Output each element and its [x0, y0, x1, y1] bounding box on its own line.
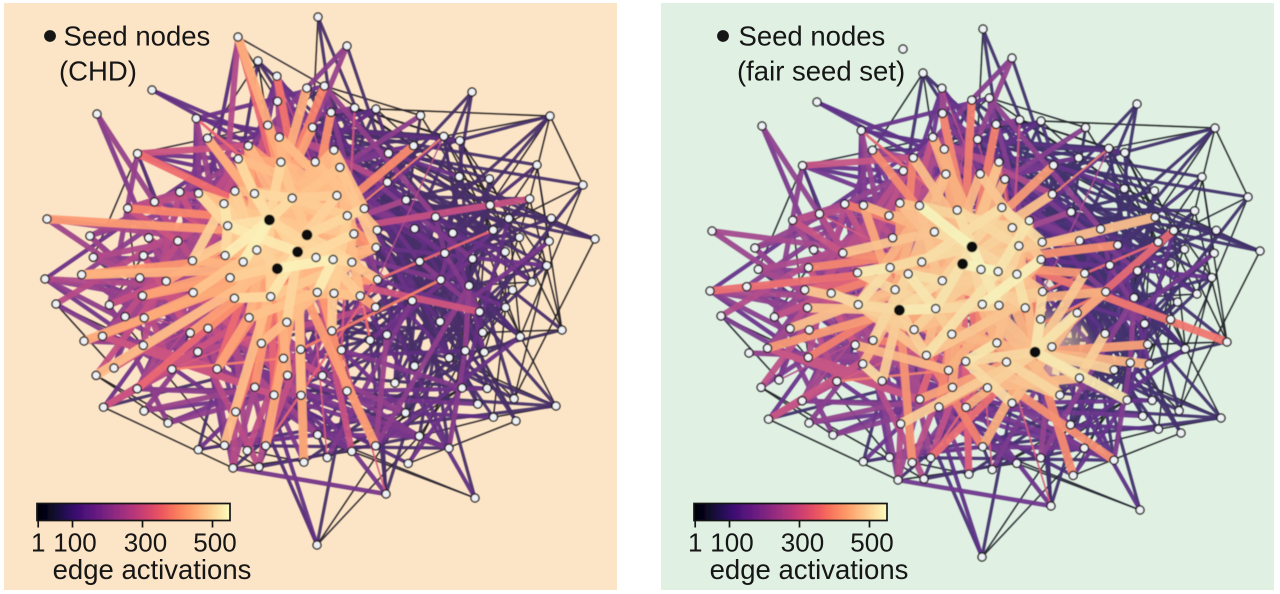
- svg-text:100: 100: [53, 528, 96, 558]
- svg-text:(CHD): (CHD): [59, 56, 137, 87]
- svg-text:edge activations: edge activations: [710, 554, 909, 585]
- svg-text:Seed nodes: Seed nodes: [64, 21, 211, 52]
- svg-text:1: 1: [688, 528, 702, 558]
- svg-text:500: 500: [193, 528, 236, 558]
- svg-text:edge activations: edge activations: [53, 554, 252, 585]
- svg-text:100: 100: [710, 528, 753, 558]
- svg-text:500: 500: [850, 528, 893, 558]
- svg-text:300: 300: [781, 528, 824, 558]
- svg-text:300: 300: [124, 528, 167, 558]
- svg-text:1: 1: [31, 528, 45, 558]
- svg-text:Seed nodes: Seed nodes: [739, 21, 886, 52]
- svg-text:(fair seed set): (fair seed set): [737, 56, 905, 87]
